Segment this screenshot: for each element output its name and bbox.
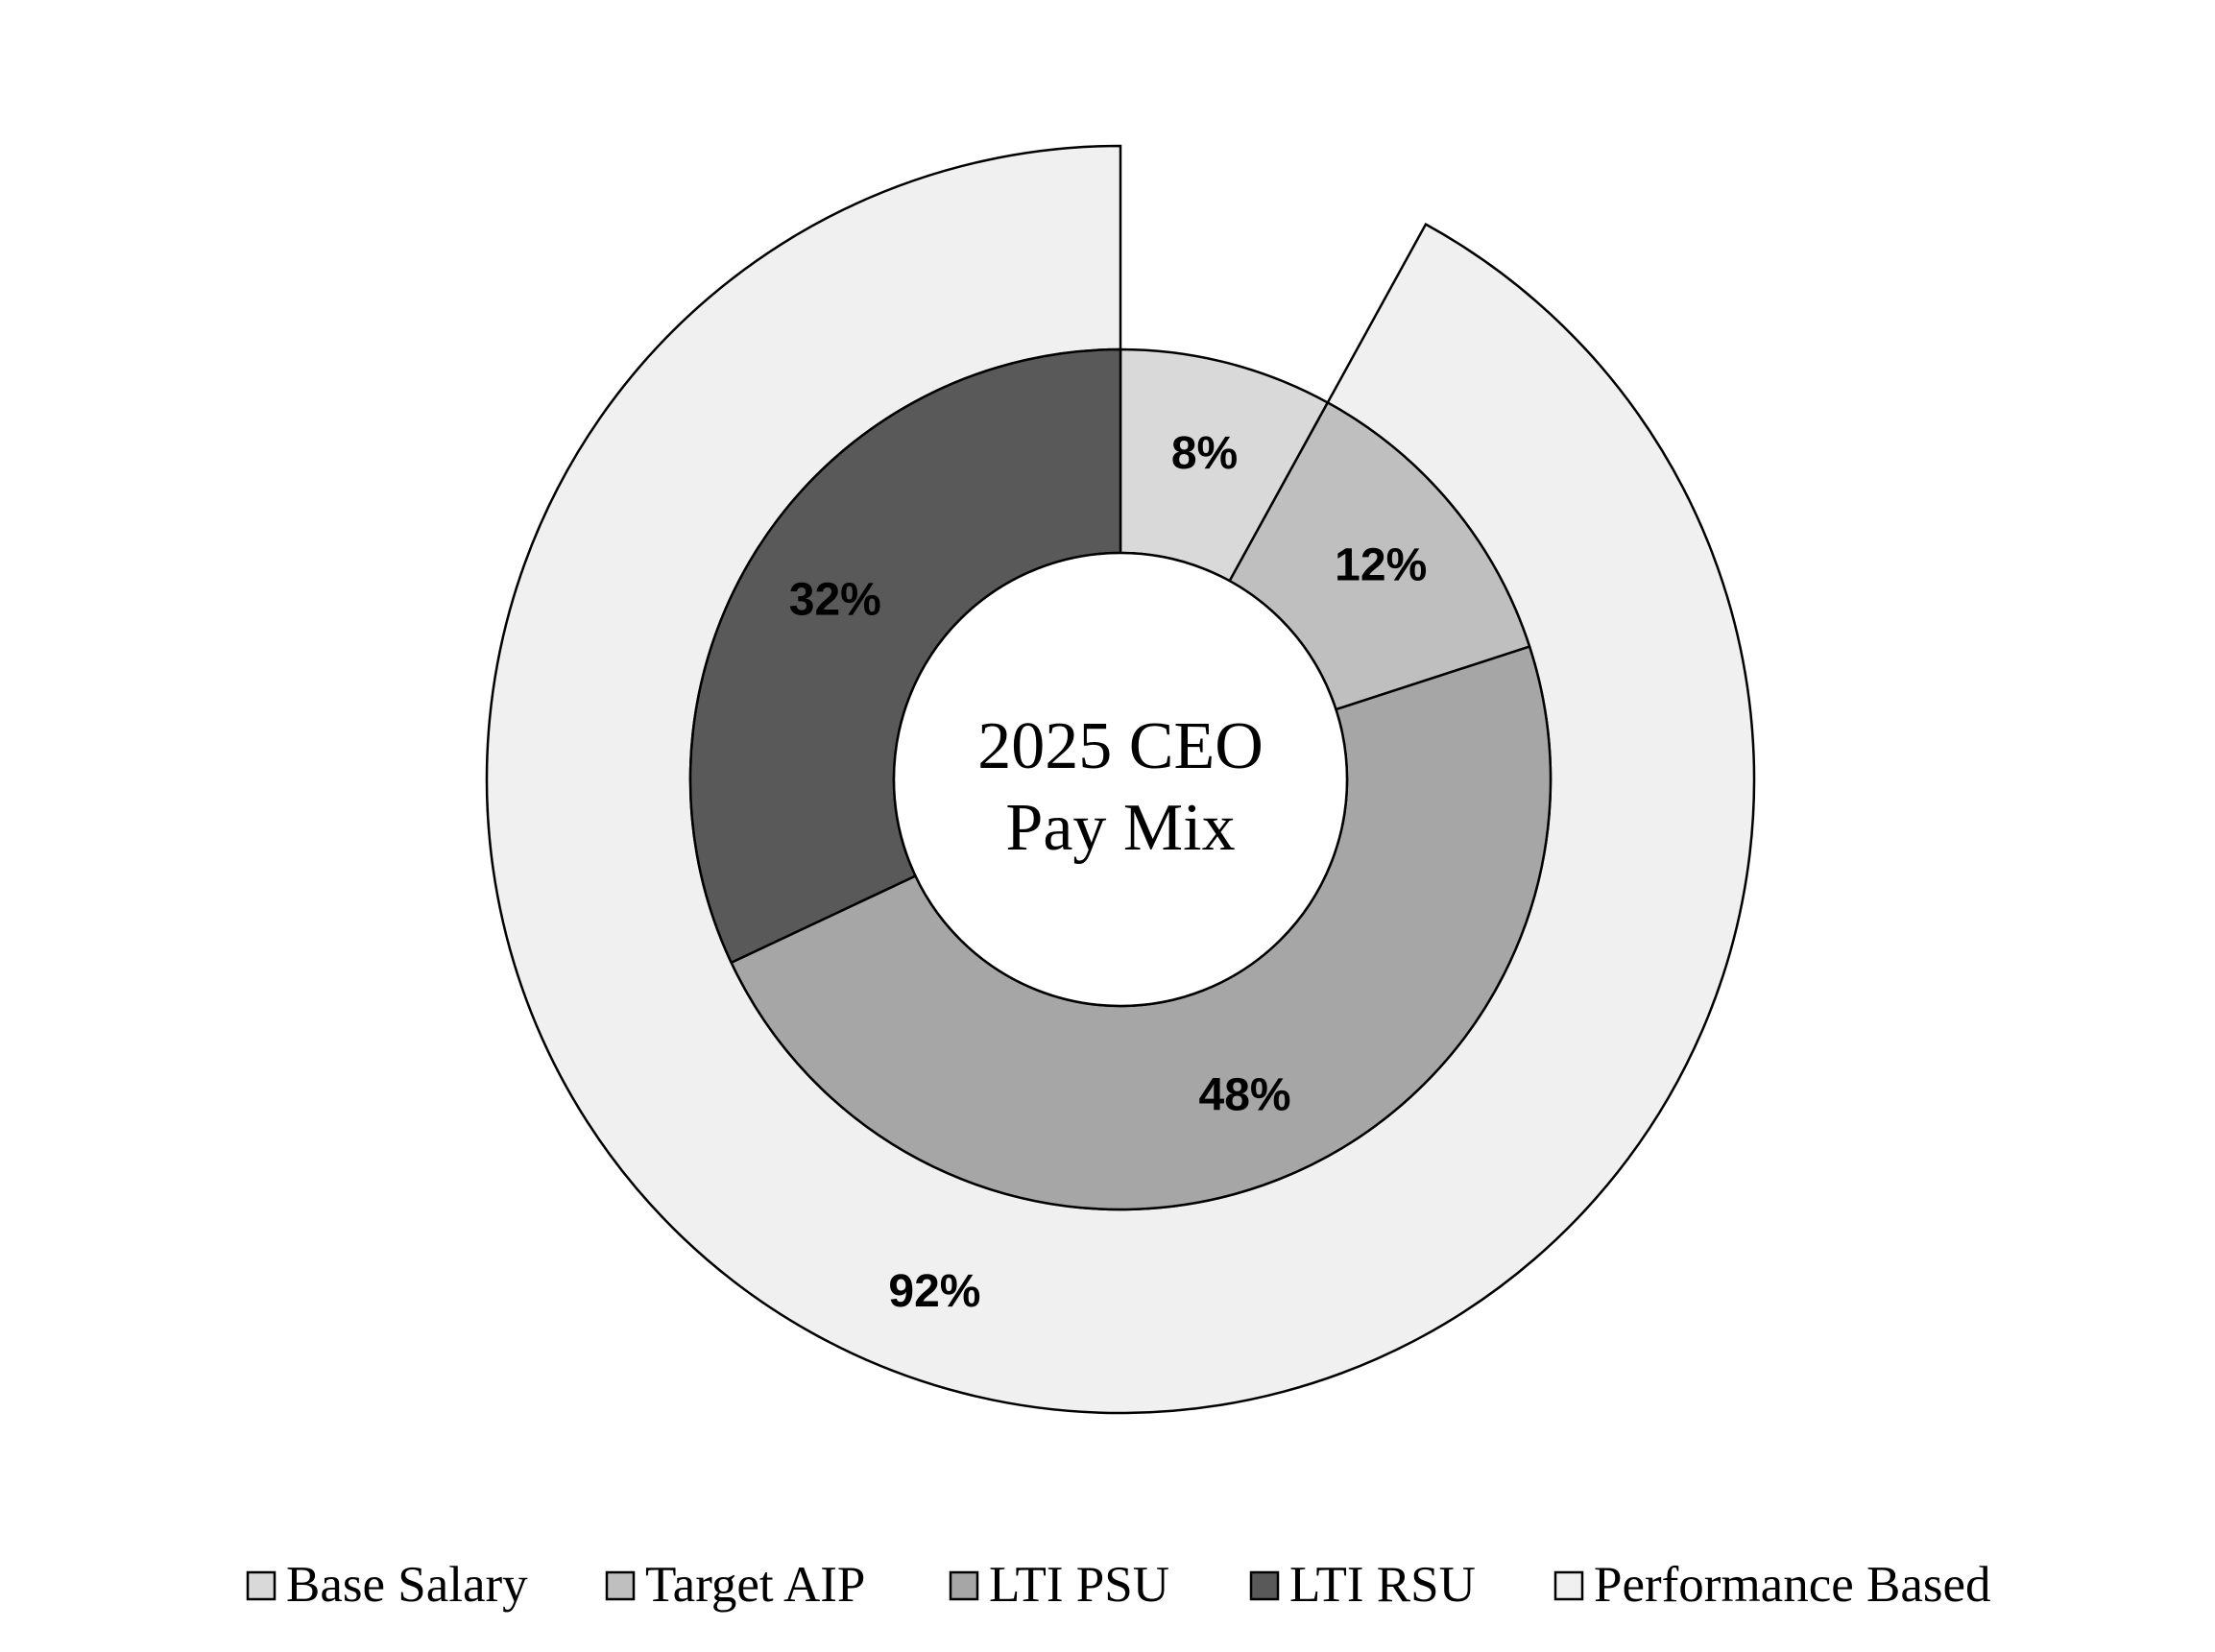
legend-label-lti-psu: LTI PSU	[989, 1557, 1169, 1613]
legend-swatch-lti-rsu	[1249, 1570, 1280, 1601]
legend: Base Salary Target AIP LTI PSU LTI RSU Perfo…	[246, 1557, 1991, 1613]
legend-label-performance-based: Performance Based	[1594, 1557, 1991, 1613]
legend-swatch-base-salary	[246, 1570, 277, 1601]
legend-swatch-lti-psu	[949, 1570, 979, 1601]
legend-label-target-aip: Target AIP	[645, 1557, 865, 1613]
label-lti-rsu: 32%	[789, 574, 881, 625]
legend-label-base-salary: Base Salary	[286, 1557, 528, 1613]
legend-item-base-salary: Base Salary	[246, 1557, 528, 1613]
label-lti-psu: 48%	[1199, 1069, 1291, 1120]
center-title: 2025 CEO	[977, 709, 1264, 783]
legend-item-performance-based: Performance Based	[1553, 1557, 1991, 1613]
label-base-salary: 8%	[1171, 428, 1238, 479]
legend-swatch-performance-based	[1553, 1570, 1584, 1601]
legend-swatch-target-aip	[605, 1570, 636, 1601]
data-labels: 8% 12% 48% 32% 92%	[789, 428, 1428, 1317]
center-title-line-2: Pay Mix	[1005, 791, 1235, 865]
legend-label-lti-rsu: LTI RSU	[1289, 1557, 1476, 1613]
label-performance-based: 92%	[888, 1266, 980, 1317]
legend-item-lti-rsu: LTI RSU	[1249, 1557, 1476, 1613]
center-title-line-1: 2025 CEO	[977, 709, 1264, 783]
legend-item-lti-psu: LTI PSU	[949, 1557, 1169, 1613]
label-target-aip: 12%	[1335, 540, 1427, 591]
inner-ring	[688, 347, 1553, 1211]
center-title-2: Pay Mix	[1005, 791, 1235, 865]
center-hole	[892, 551, 1349, 1008]
legend-item-target-aip: Target AIP	[605, 1557, 865, 1613]
